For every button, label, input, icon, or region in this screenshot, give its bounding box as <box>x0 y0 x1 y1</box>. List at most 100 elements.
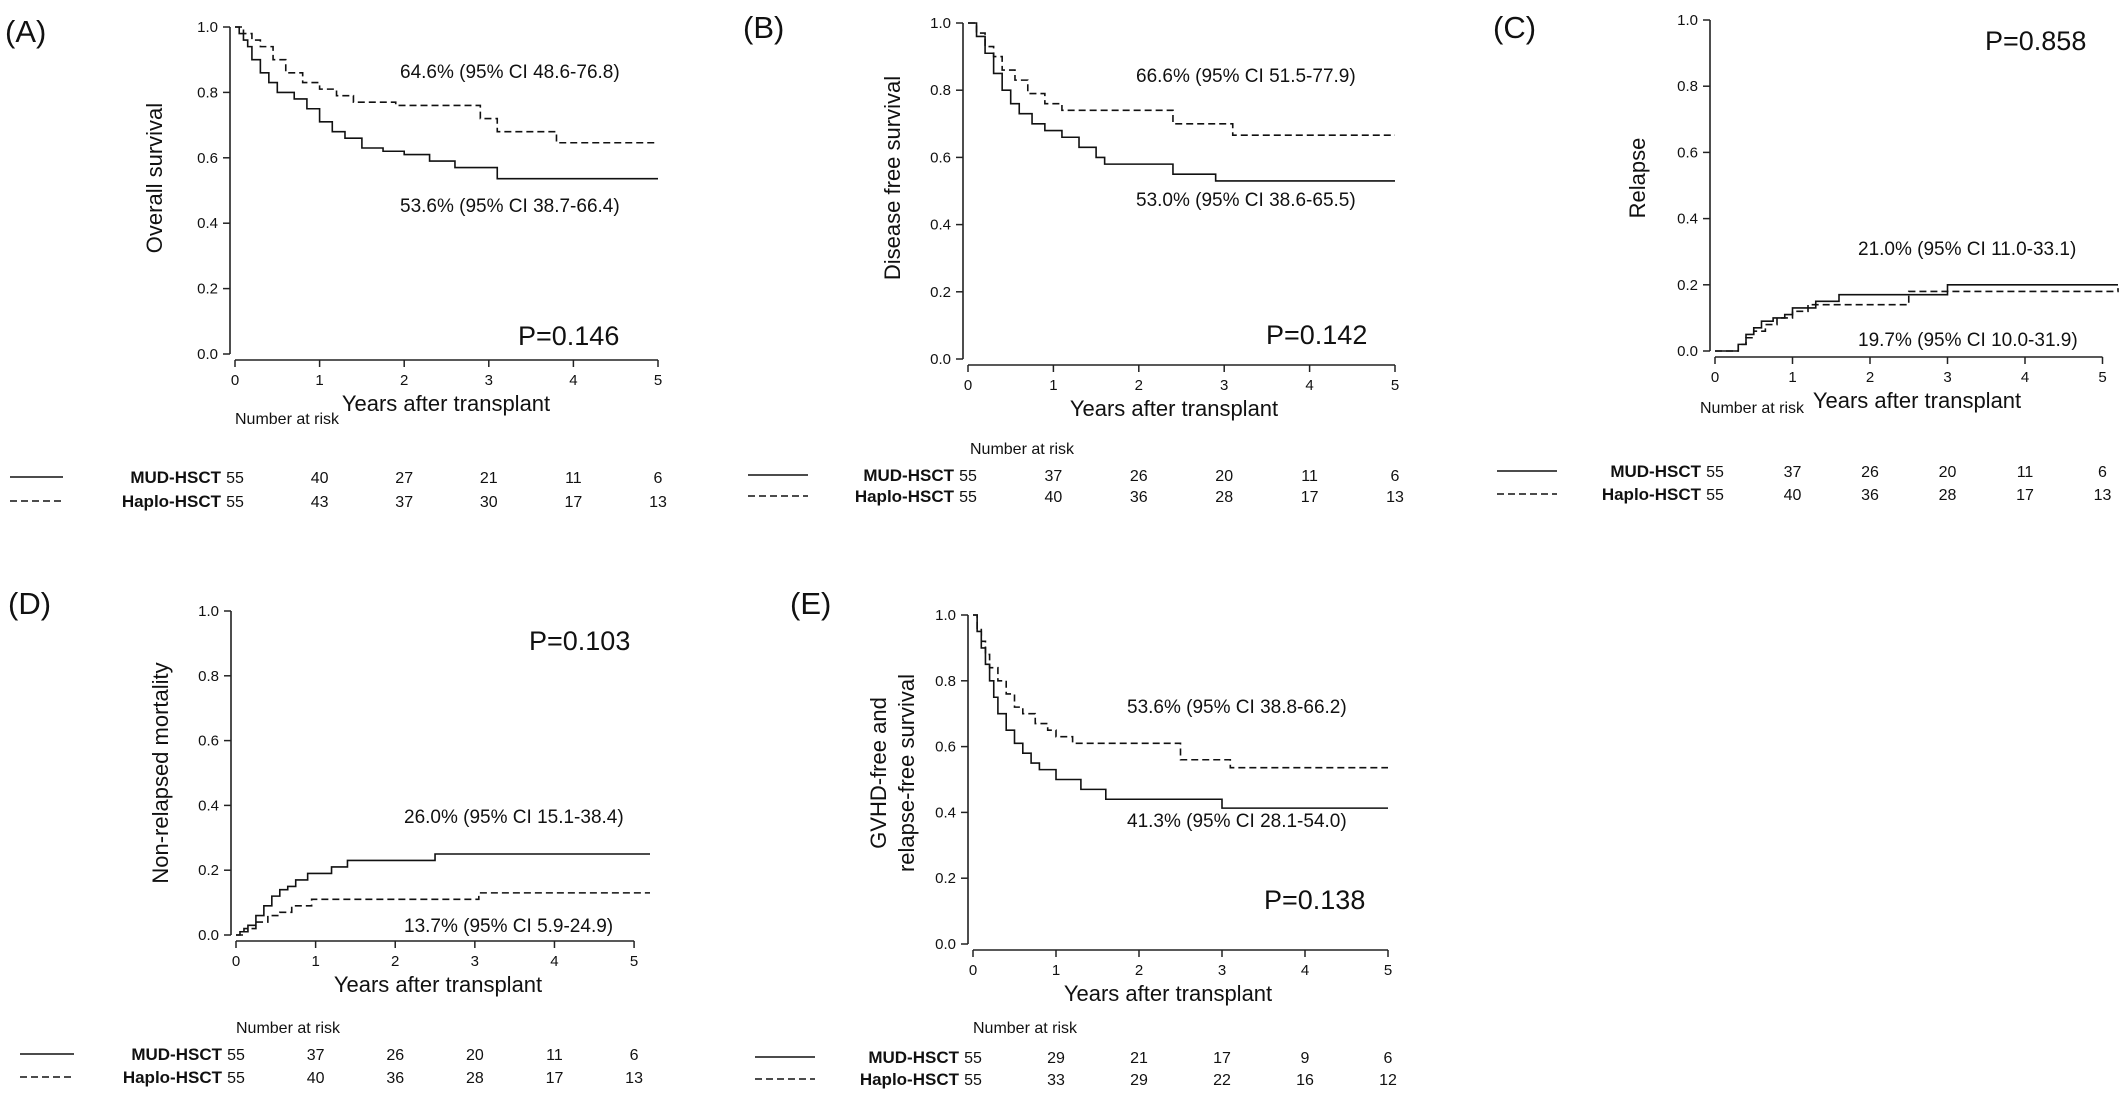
estimate-annotation: 21.0% (95% CI 11.0-33.1) <box>1858 239 2076 260</box>
x-tick-label: 0 <box>231 372 239 389</box>
x-tick-label: 2 <box>391 953 399 970</box>
risk-count: 26 <box>1130 468 1148 485</box>
estimate-annotation: 53.6% (95% CI 38.8-66.2) <box>1127 697 1347 718</box>
x-tick-label: 1 <box>311 953 319 970</box>
panel-label: (E) <box>790 586 831 621</box>
p-value: P=0.146 <box>518 321 619 351</box>
risk-count: 28 <box>1939 487 1957 504</box>
estimate-annotation: 53.0% (95% CI 38.6-65.5) <box>1136 190 1356 211</box>
risk-table-title: Number at risk <box>1700 400 1805 417</box>
risk-count: 6 <box>1391 468 1400 485</box>
y-tick-label: 0.0 <box>935 936 956 953</box>
risk-count: 55 <box>226 494 244 511</box>
risk-count: 55 <box>226 470 244 487</box>
y-axis-title-line: relapse-free survival <box>894 674 919 872</box>
risk-count: 29 <box>1047 1050 1065 1067</box>
estimate-annotation: 26.0% (95% CI 15.1-38.4) <box>404 807 624 828</box>
x-axis-title: Years after transplant <box>1813 388 2021 413</box>
y-tick-label: 0.4 <box>935 804 956 821</box>
x-tick-label: 3 <box>485 372 493 389</box>
x-tick-label: 0 <box>969 962 977 979</box>
risk-count: 17 <box>1301 489 1319 506</box>
y-tick-label: 0.2 <box>930 284 951 301</box>
risk-count: 33 <box>1047 1072 1065 1089</box>
x-tick-label: 3 <box>471 953 479 970</box>
x-tick-label: 2 <box>1135 377 1143 394</box>
risk-table-title: Number at risk <box>235 411 340 428</box>
y-tick-label: 0.8 <box>197 84 218 101</box>
y-tick-label: 1.0 <box>198 603 219 620</box>
x-tick-label: 2 <box>1135 962 1143 979</box>
y-tick-label: 0.6 <box>197 150 218 167</box>
x-tick-label: 0 <box>964 377 972 394</box>
x-tick-label: 5 <box>1391 377 1399 394</box>
risk-table-title: Number at risk <box>970 441 1075 458</box>
risk-count: 26 <box>386 1047 404 1064</box>
y-tick-label: 0.2 <box>197 281 218 298</box>
y-tick-label: 0.6 <box>930 149 951 166</box>
p-value: P=0.142 <box>1266 320 1367 350</box>
x-tick-label: 0 <box>1711 369 1719 386</box>
risk-count: 13 <box>625 1070 643 1087</box>
km-curve-mud-hsct <box>968 22 1395 182</box>
risk-count: 11 <box>546 1047 563 1064</box>
risk-count: 55 <box>959 489 977 506</box>
x-axis-title: Years after transplant <box>1070 396 1278 421</box>
risk-count: 6 <box>630 1047 639 1064</box>
risk-count: 6 <box>1384 1050 1393 1067</box>
x-tick-label: 0 <box>232 953 240 970</box>
risk-count: 11 <box>565 470 582 487</box>
panel-label: (A) <box>5 14 46 49</box>
y-axis-title-line: GVHD-free and <box>866 697 891 849</box>
y-axis-title: Relapse <box>1625 138 1650 219</box>
y-tick-label: 1.0 <box>935 607 956 624</box>
risk-row-name: Haplo-HSCT <box>855 487 955 506</box>
x-tick-label: 1 <box>1049 377 1057 394</box>
risk-count: 13 <box>649 494 667 511</box>
risk-count: 17 <box>1213 1050 1231 1067</box>
panel-label: (C) <box>1493 10 1536 45</box>
p-value: P=0.858 <box>1985 26 2086 56</box>
x-tick-label: 3 <box>1943 369 1951 386</box>
y-tick-label: 0.8 <box>935 673 956 690</box>
risk-count: 55 <box>1706 464 1724 481</box>
x-tick-label: 4 <box>569 372 577 389</box>
x-tick-label: 1 <box>315 372 323 389</box>
km-curve-haplo-hsct <box>968 22 1395 137</box>
panel-d: (D) 0.0 0.2 0.4 0.6 0.8 1.0 0 1 2 3 4 5 Years after t… <box>8 586 650 1087</box>
y-tick-label: 0.4 <box>197 215 218 232</box>
risk-count: 21 <box>480 470 498 487</box>
risk-count: 40 <box>1045 489 1063 506</box>
y-axis-title: Overall survival <box>142 103 167 253</box>
y-axis-title: GVHD-free and relapse-free survival <box>866 674 919 872</box>
risk-count: 37 <box>307 1047 325 1064</box>
risk-count: 29 <box>1130 1072 1148 1089</box>
risk-count: 9 <box>1301 1050 1310 1067</box>
risk-row-name: Haplo-HSCT <box>122 492 222 511</box>
risk-row-name: Haplo-HSCT <box>1602 485 1702 504</box>
estimate-annotation: 19.7% (95% CI 10.0-31.9) <box>1858 330 2078 351</box>
risk-count: 6 <box>654 470 663 487</box>
risk-count: 11 <box>1301 468 1318 485</box>
panel-label: (B) <box>743 10 784 45</box>
risk-count: 55 <box>1706 487 1724 504</box>
y-tick-label: 0.2 <box>935 870 956 887</box>
x-tick-label: 2 <box>1866 369 1874 386</box>
y-tick-label: 0.0 <box>1677 343 1698 360</box>
p-value: P=0.138 <box>1264 885 1365 915</box>
risk-count: 12 <box>1379 1072 1397 1089</box>
y-tick-label: 0.8 <box>930 82 951 99</box>
y-tick-label: 0.2 <box>1677 277 1698 294</box>
risk-row-name: MUD-HSCT <box>1610 462 1701 481</box>
x-tick-label: 4 <box>1301 962 1309 979</box>
x-axis-title: Years after transplant <box>342 391 550 416</box>
risk-count: 17 <box>2016 487 2034 504</box>
y-tick-label: 0.4 <box>198 797 219 814</box>
risk-count: 40 <box>311 470 329 487</box>
x-tick-label: 3 <box>1220 377 1228 394</box>
km-curve-haplo-hsct <box>973 614 1388 769</box>
risk-row-name: Haplo-HSCT <box>123 1068 223 1087</box>
risk-count: 55 <box>227 1070 245 1087</box>
risk-count: 36 <box>386 1070 404 1087</box>
